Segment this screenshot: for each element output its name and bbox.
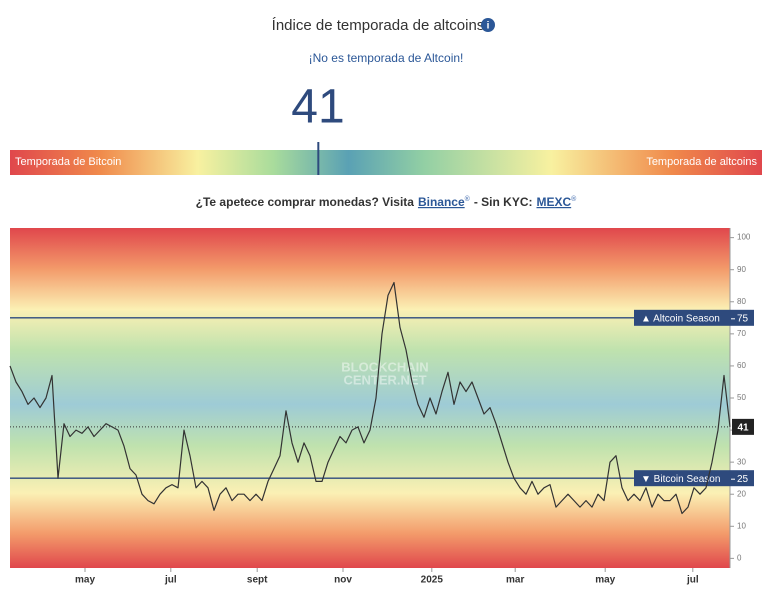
promo-text: - Sin KYC:: [474, 195, 533, 209]
threshold-label-box: [634, 470, 754, 487]
y-tick-label: 30: [737, 457, 746, 466]
x-tick-label: mar: [506, 575, 524, 586]
watermark: BLOCKCHAIN: [341, 359, 428, 374]
x-tick-label: may: [75, 575, 95, 586]
y-tick-label: 0: [737, 553, 742, 562]
threshold-label: ▼ Bitcoin Season: [641, 474, 720, 485]
y-tick-label: 100: [737, 233, 751, 242]
gauge-right-label: Temporada de altcoins: [646, 156, 757, 168]
threshold-label-box: [634, 309, 754, 326]
info-icon[interactable]: [481, 18, 495, 32]
info-icon-glyph: i: [487, 21, 490, 32]
y-tick-label: 90: [737, 265, 746, 274]
current-label: 41: [737, 423, 749, 434]
y-tick-label: 70: [737, 329, 746, 338]
y-tick-label: 50: [737, 393, 746, 402]
threshold-value: 25: [737, 474, 749, 485]
y-tick-label: 20: [737, 489, 746, 498]
threshold-value: 75: [737, 313, 749, 324]
x-tick-label: jul: [164, 575, 177, 586]
gauge-bar: [10, 150, 762, 175]
promo-text: ¿Te apetece comprar monedas? Visita: [196, 195, 415, 209]
current-label-box: [732, 418, 754, 435]
threshold-label: ▲ Altcoin Season: [641, 313, 720, 324]
promo: ¿Te apetece comprar monedas? Visita Binan…: [196, 195, 578, 209]
link[interactable]: MEXC: [537, 195, 572, 209]
x-tick-label: may: [595, 575, 615, 586]
y-tick-label: 60: [737, 361, 746, 370]
title: Índice de temporada de altcoins: [272, 17, 485, 34]
link[interactable]: Binance: [418, 195, 465, 209]
gauge-left-label: Temporada de Bitcoin: [15, 156, 121, 168]
y-tick-label: 10: [737, 521, 746, 530]
reg-mark: ®: [571, 195, 577, 203]
watermark: CENTER.NET: [343, 372, 426, 387]
reg-mark: ®: [465, 195, 471, 203]
y-tick-label: 80: [737, 297, 746, 306]
line-series: [9, 281, 731, 515]
status: ¡No es temporada de Altcoin!: [309, 51, 464, 65]
x-tick-label: jul: [686, 575, 699, 586]
index-value: 41: [291, 81, 344, 134]
plot-background: [10, 228, 730, 568]
x-tick-label: 2025: [421, 575, 444, 586]
x-tick-label: sept: [247, 575, 268, 586]
x-tick-label: nov: [334, 575, 352, 586]
